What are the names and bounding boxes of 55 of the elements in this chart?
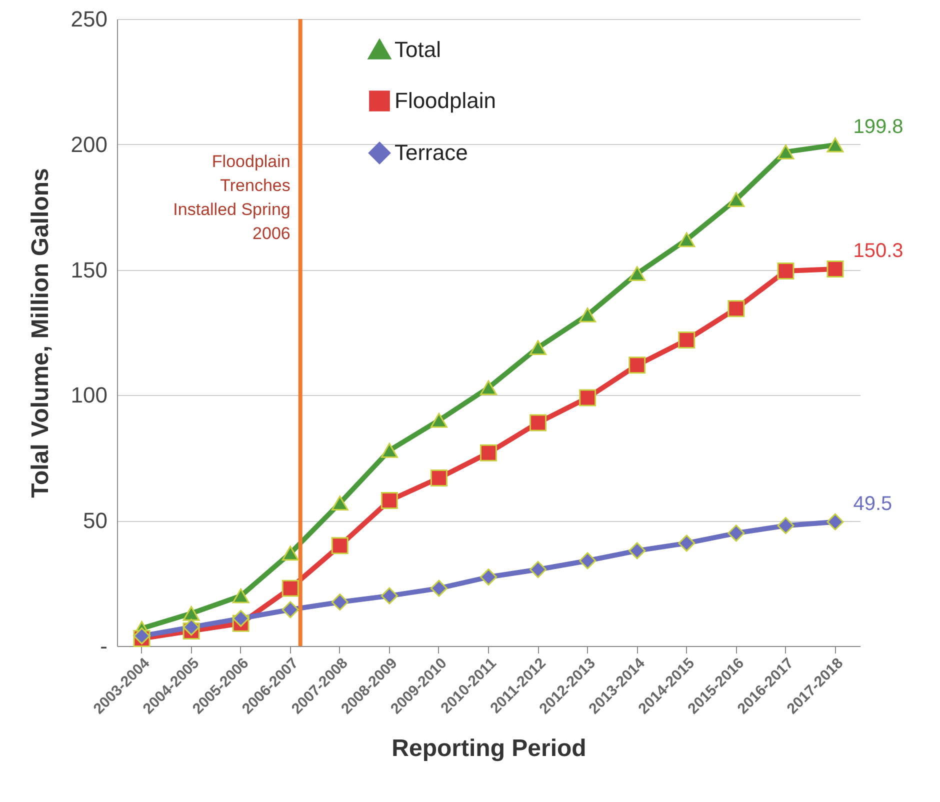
point [232, 610, 250, 627]
y-tick-label: 50 [83, 508, 108, 534]
y-tick-label: - [100, 634, 108, 658]
y-tick-label: 150 [70, 257, 108, 282]
legend-label: Floodplain [394, 88, 496, 113]
point [777, 262, 794, 280]
point [530, 414, 547, 432]
point [430, 580, 448, 597]
legend-label: Terrace [394, 140, 468, 165]
point [628, 356, 646, 374]
y-tick-label: 250 [70, 6, 108, 32]
point [579, 552, 596, 570]
y-tick-label: 100 [70, 382, 108, 408]
point [777, 517, 794, 534]
point [282, 601, 299, 618]
point [331, 537, 348, 554]
point [728, 192, 745, 208]
point [380, 442, 398, 458]
point [232, 588, 250, 604]
point [678, 332, 696, 349]
point [182, 618, 200, 636]
point [628, 542, 646, 560]
data-label: 150.3 [853, 240, 904, 262]
point [628, 266, 646, 282]
point [331, 496, 348, 510]
point [430, 469, 448, 486]
point [380, 492, 398, 510]
point [728, 300, 745, 318]
point [182, 606, 200, 621]
point [826, 260, 844, 278]
point [480, 380, 497, 396]
point [777, 144, 794, 160]
x-axis-title: Reporting Period [392, 734, 586, 762]
legend-label: Total [394, 37, 441, 62]
point [530, 561, 547, 578]
point [530, 340, 547, 356]
point [678, 534, 696, 552]
point [331, 594, 348, 611]
point [282, 546, 299, 561]
y-axis-title: Tolal Volume, Million Gallons [26, 168, 54, 498]
point [678, 232, 696, 248]
data-label: 49.5 [853, 492, 892, 515]
ref-line-label: Floodplain Trenches Installed Spring 2006 [173, 152, 290, 243]
point [480, 444, 497, 462]
point [826, 137, 844, 152]
point [728, 524, 745, 542]
point [480, 568, 497, 586]
point [579, 389, 596, 406]
point [380, 587, 398, 604]
point [579, 307, 596, 322]
point [282, 580, 299, 597]
y-tick-label: 200 [70, 132, 108, 157]
point [826, 513, 844, 530]
data-label: 199.8 [853, 116, 904, 138]
point [430, 412, 448, 428]
